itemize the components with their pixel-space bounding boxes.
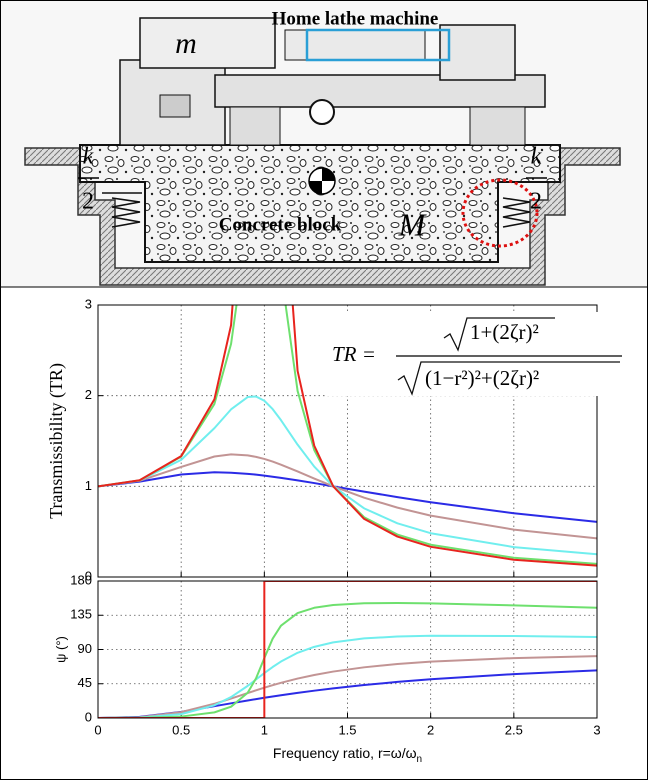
y-tick-label: 90 — [78, 641, 92, 656]
y-axis-label: ψ (°) — [53, 636, 68, 663]
radical — [397, 361, 620, 396]
highlight-box — [305, 28, 451, 62]
y-tick-label: 2 — [85, 387, 92, 402]
x-axis-label-text: Frequency ratio, r=ω/ω — [273, 745, 417, 761]
data-line — [98, 602, 597, 718]
x-tick-label: 2.5 — [505, 722, 523, 737]
y-tick-label: 135 — [70, 607, 92, 622]
radical — [443, 317, 555, 352]
block-mass-label: M — [398, 206, 428, 242]
plot-frame — [97, 304, 598, 578]
plot-frame — [97, 580, 598, 719]
data-line — [98, 395, 597, 556]
y-tick-label: 45 — [78, 675, 92, 690]
chart: 0 0.5 1 1.5 2 2.5 3 0 45 90 135 180 ψ (°) Frequency r… — [53, 572, 600, 764]
y-tick-label: 180 — [70, 572, 92, 587]
y-axis-label: Transmissibility (TR) — [46, 363, 67, 519]
data-line — [98, 305, 597, 565]
spring-stiffness: k — [83, 144, 94, 170]
lathe-gearbox — [159, 94, 191, 118]
concrete-block — [79, 144, 561, 263]
highlight-circle — [461, 178, 539, 248]
illustration: Home lathe machine m k 2 k 2 Concrete bl… — [1, 1, 647, 287]
machine-mass-label: m — [175, 27, 197, 60]
x-tick-label: 3 — [593, 722, 600, 737]
spring-left — [111, 197, 141, 228]
y-tick-label: 0 — [85, 709, 92, 724]
formula-lhs: TR = — [332, 342, 376, 366]
x-tick-label: 2 — [427, 722, 434, 737]
formula-numerator: 1+(2ζr)² — [470, 320, 539, 344]
x-tick-label: 1 — [261, 722, 268, 737]
formula-denominator: (1−r²)²+(2ζr)² — [425, 366, 539, 390]
block-label: Concrete block — [219, 214, 342, 235]
lathe-handwheel — [309, 99, 335, 125]
lathe-tailstock — [439, 24, 516, 81]
x-axis-label-subscript: n — [417, 754, 423, 765]
x-tick-label: 0 — [94, 722, 101, 737]
data-line — [98, 581, 597, 718]
data-line — [98, 471, 597, 523]
formula: TR = 1+(2ζr)² (1−r²)²+(2ζr)² — [325, 312, 623, 396]
lathe-leg — [229, 106, 281, 146]
formula-background — [325, 312, 623, 396]
y-tick-label: 1 — [85, 478, 92, 493]
y-tick-label: 0 — [85, 568, 92, 583]
lathe-leg — [469, 106, 526, 146]
spring-divisor: 2 — [82, 189, 94, 215]
x-tick-label: 0.5 — [172, 722, 190, 737]
data-line — [98, 634, 597, 718]
spring-stiffness: k — [531, 144, 542, 170]
x-tick-label: 1.5 — [338, 722, 356, 737]
data-line — [98, 453, 597, 540]
data-line — [98, 655, 597, 718]
center-of-mass — [308, 167, 336, 195]
lathe-headstock — [139, 17, 276, 69]
data-line — [98, 305, 597, 567]
lathe-bed — [214, 74, 546, 108]
spring-divisor: 2 — [530, 189, 542, 215]
x-axis-label: Frequency ratio, r=ω/ωn — [273, 745, 422, 765]
illustration-title: Home lathe machine — [272, 8, 439, 29]
spring-right — [502, 197, 531, 228]
y-tick-label: 3 — [85, 296, 92, 311]
